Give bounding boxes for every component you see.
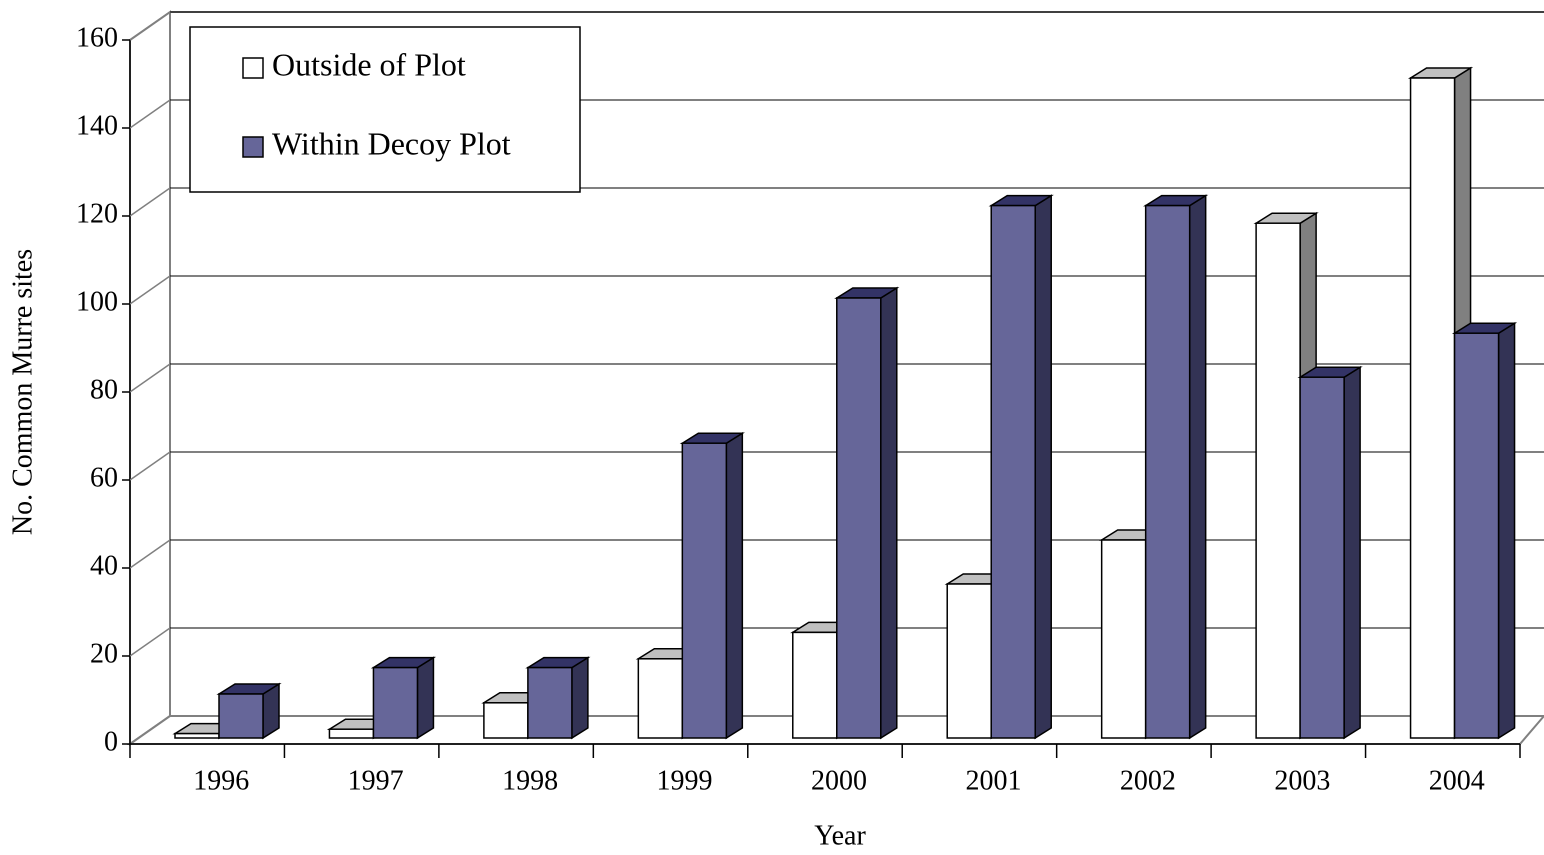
legend-label: Outside of Plot xyxy=(272,46,466,82)
y-tick-label: 80 xyxy=(90,374,118,405)
x-tick-label: 2004 xyxy=(1429,765,1485,796)
y-tick-label: 120 xyxy=(76,198,118,229)
bar xyxy=(1100,539,1147,739)
y-tick-label: 20 xyxy=(90,638,118,669)
x-tick-label: 2000 xyxy=(811,765,867,796)
bar xyxy=(372,666,419,739)
bar xyxy=(218,693,264,739)
bar-side xyxy=(1343,365,1361,740)
bar-side xyxy=(571,656,589,740)
x-tick-label: 1998 xyxy=(502,765,558,796)
bar xyxy=(483,702,529,739)
grid-line-side xyxy=(129,11,171,41)
x-axis-title: Year xyxy=(814,820,866,851)
grid-line-side xyxy=(129,539,171,569)
bar xyxy=(946,583,992,739)
x-tick-label: 2002 xyxy=(1120,765,1176,796)
bar-side xyxy=(880,286,898,740)
x-tick-label: 2001 xyxy=(965,765,1021,796)
y-tick-label: 160 xyxy=(76,22,118,53)
legend-swatch xyxy=(242,136,264,158)
y-axis-title: No. Common Murre sites xyxy=(7,249,38,535)
bar-side xyxy=(1497,321,1516,740)
y-tick-label: 60 xyxy=(90,462,118,493)
grid-line-side xyxy=(129,627,171,657)
bar xyxy=(527,666,573,739)
legend-swatch xyxy=(242,57,264,79)
y-tick-label: 0 xyxy=(104,726,118,757)
bar-side xyxy=(1034,194,1052,740)
bar xyxy=(328,728,375,739)
grid-line-side xyxy=(129,451,171,481)
bar xyxy=(990,204,1036,739)
x-tick-label: 1996 xyxy=(193,765,249,796)
bar-side xyxy=(416,656,435,740)
y-tick-label: 100 xyxy=(76,286,118,317)
bar xyxy=(174,732,220,739)
legend-box xyxy=(189,26,581,193)
bar xyxy=(1409,77,1456,739)
bar xyxy=(792,631,838,739)
bar xyxy=(1144,204,1191,739)
bar xyxy=(637,658,684,739)
bar-side xyxy=(725,431,744,740)
bar xyxy=(1299,376,1345,739)
x-tick-label: 1997 xyxy=(348,765,404,796)
legend-label: Within Decoy Plot xyxy=(272,125,511,161)
grid-line-side xyxy=(129,187,171,217)
x-tick-label: 1999 xyxy=(657,765,713,796)
x-tick-label: 2003 xyxy=(1274,765,1330,796)
bar xyxy=(836,297,882,739)
grid-line-side xyxy=(129,275,171,305)
grid-line-side xyxy=(129,363,171,393)
bar xyxy=(1453,332,1500,739)
bar xyxy=(1255,222,1301,739)
y-tick-label: 140 xyxy=(76,110,118,141)
y-tick-label: 40 xyxy=(90,550,118,581)
grid-line-side xyxy=(129,99,171,129)
bar-side xyxy=(1188,194,1207,740)
bar xyxy=(681,442,728,739)
